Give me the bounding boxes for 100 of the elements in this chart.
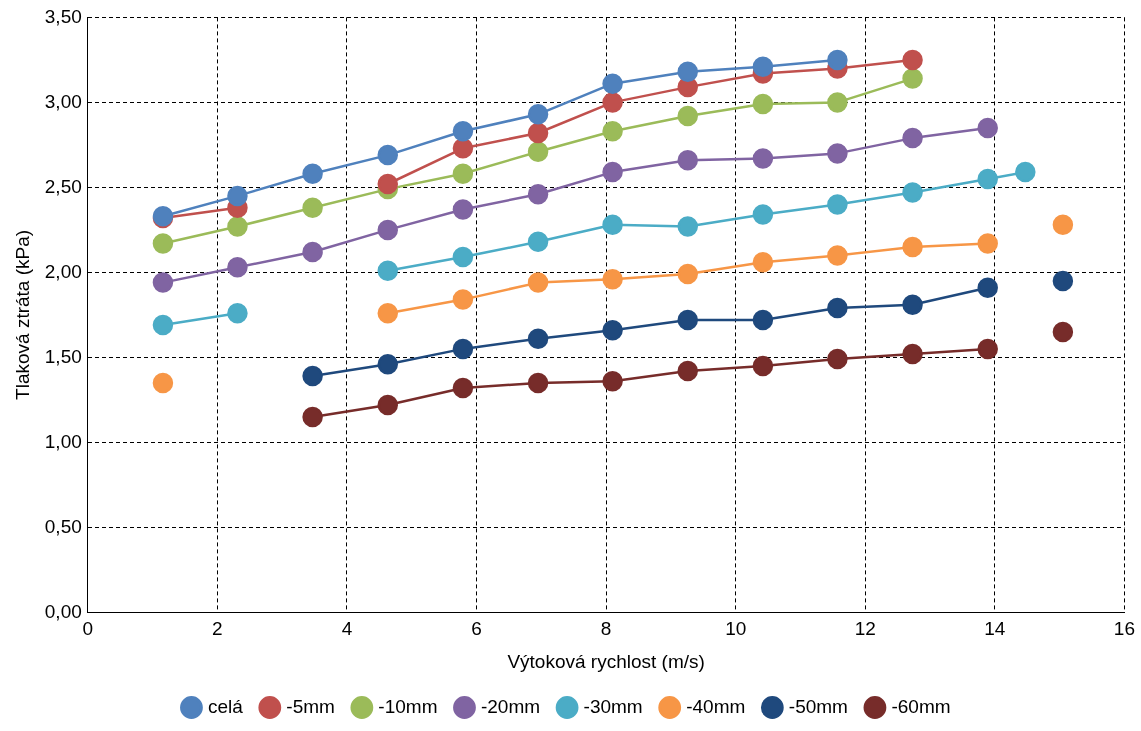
point xyxy=(452,289,474,310)
legend-label: celá xyxy=(207,695,244,717)
point xyxy=(377,260,399,281)
point xyxy=(602,73,623,94)
point xyxy=(977,168,998,190)
point xyxy=(827,49,848,71)
point xyxy=(902,236,923,258)
y-tick-label: 1,00 xyxy=(44,430,82,452)
point xyxy=(527,141,549,162)
legend-label: -5mm xyxy=(286,695,335,717)
point xyxy=(527,122,549,144)
point xyxy=(827,348,848,370)
y-axis-title: Tlaková ztráta (kPa) xyxy=(11,229,33,400)
point xyxy=(677,216,698,237)
point xyxy=(452,338,474,360)
point xyxy=(752,309,774,331)
point xyxy=(752,148,774,169)
point xyxy=(152,314,174,336)
point xyxy=(902,182,923,203)
point xyxy=(302,406,323,428)
point xyxy=(452,199,474,220)
point xyxy=(677,149,698,171)
point xyxy=(977,277,998,298)
point xyxy=(152,272,174,293)
point xyxy=(377,394,399,416)
point xyxy=(752,93,774,115)
point xyxy=(227,185,248,207)
y-tick-label: 2,00 xyxy=(44,260,82,282)
point xyxy=(227,216,248,237)
point xyxy=(602,161,623,183)
x-tick-label: 4 xyxy=(341,618,353,640)
point xyxy=(527,104,549,125)
point xyxy=(827,143,848,164)
point xyxy=(377,219,399,241)
point xyxy=(602,319,623,341)
point xyxy=(302,365,323,387)
point xyxy=(752,251,774,273)
point xyxy=(977,233,998,254)
x-tick-label: 12 xyxy=(854,618,876,640)
point xyxy=(1052,214,1074,236)
x-tick-label: 10 xyxy=(725,618,747,640)
point xyxy=(452,163,474,185)
x-tick-label: 6 xyxy=(471,618,482,640)
point xyxy=(752,204,774,225)
point xyxy=(902,68,923,89)
y-tick-label: 0,50 xyxy=(44,515,82,537)
point xyxy=(1052,270,1074,292)
point xyxy=(977,338,998,360)
point xyxy=(452,246,474,268)
point xyxy=(527,328,549,349)
y-tick-label: 3,00 xyxy=(44,90,82,112)
point xyxy=(302,241,323,263)
y-tick-label: 3,50 xyxy=(44,5,82,27)
legend-label: -10mm xyxy=(378,695,438,717)
point xyxy=(677,309,698,331)
point xyxy=(1052,321,1074,343)
point xyxy=(827,245,848,266)
point xyxy=(827,297,848,319)
point xyxy=(152,233,174,254)
point xyxy=(827,92,848,113)
point xyxy=(227,302,248,324)
point xyxy=(452,121,474,142)
point xyxy=(527,231,549,253)
point xyxy=(377,144,399,166)
point xyxy=(152,372,174,394)
y-tick-label: 2,50 xyxy=(44,175,82,197)
point xyxy=(902,127,923,149)
point xyxy=(377,302,399,324)
point xyxy=(902,343,923,365)
point xyxy=(602,214,623,236)
x-axis-title: Výtoková rychlost (m/s) xyxy=(507,650,705,672)
point xyxy=(677,61,698,83)
x-tick-label: 0 xyxy=(82,618,94,640)
point xyxy=(602,92,623,113)
y-tick-label: 1,50 xyxy=(44,345,82,367)
point xyxy=(302,197,323,219)
point xyxy=(977,117,998,139)
point xyxy=(527,372,549,394)
x-tick-label: 2 xyxy=(212,618,223,640)
point xyxy=(227,257,248,278)
point xyxy=(377,173,399,195)
point xyxy=(527,272,549,293)
x-tick-label: 8 xyxy=(600,618,612,640)
legend-label: -20mm xyxy=(480,695,541,717)
point xyxy=(452,377,474,399)
point xyxy=(902,294,923,315)
x-tick-label: 16 xyxy=(1113,618,1135,640)
point xyxy=(302,163,323,185)
point xyxy=(527,183,549,205)
point xyxy=(752,56,774,77)
legend-label: -60mm xyxy=(891,695,951,717)
y-tick-label: 0,00 xyxy=(44,600,82,622)
point xyxy=(827,194,848,215)
point xyxy=(752,355,774,377)
point xyxy=(452,138,474,159)
legend-label: -40mm xyxy=(686,695,746,717)
point xyxy=(1015,161,1036,183)
point xyxy=(602,268,623,290)
point xyxy=(677,105,698,127)
point xyxy=(902,49,923,71)
